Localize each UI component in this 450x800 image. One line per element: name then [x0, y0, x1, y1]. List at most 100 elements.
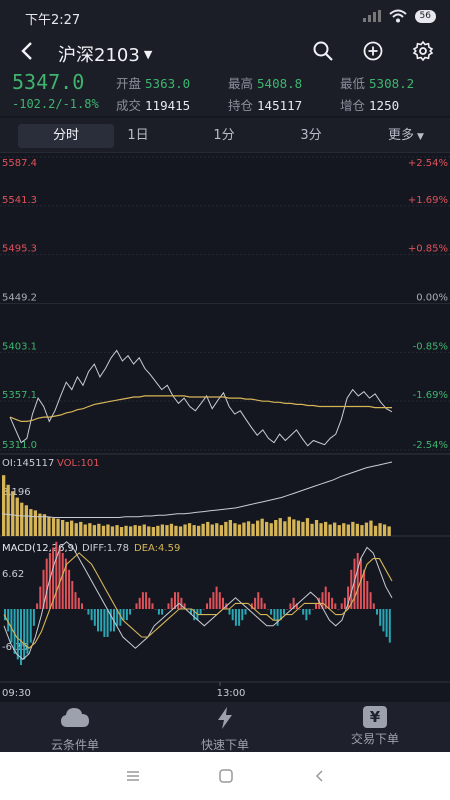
- volume-bar: [274, 520, 278, 536]
- volume-bar: [314, 520, 319, 536]
- macd-histogram-bar: [263, 603, 266, 609]
- tab-more[interactable]: 更多 ▼: [388, 128, 424, 143]
- macd-histogram-bar: [266, 609, 269, 610]
- macd-histogram-bar: [382, 609, 385, 632]
- macd-diff-label: DIFF:1.78: [82, 543, 129, 554]
- macd-histogram-bar: [74, 592, 77, 609]
- macd-histogram-bar: [87, 609, 90, 615]
- macd-histogram-bar: [366, 581, 369, 609]
- intraday-chart[interactable]: 5587.4 +2.54% 5541.3 +1.69% 5495.3 +0.85% 5449…: [0, 152, 450, 702]
- y-tick-label: 5311.0: [2, 440, 37, 451]
- volume-bar: [138, 525, 142, 536]
- macd-histogram-bar: [279, 609, 282, 621]
- tab-3min[interactable]: 3分: [300, 128, 322, 143]
- macd-histogram-bar: [379, 609, 382, 626]
- macd-histogram-bar: [52, 547, 55, 609]
- macd-histogram-bar: [141, 592, 144, 609]
- volume-bar: [201, 523, 205, 536]
- price-change: -102.2/-1.8%: [12, 97, 99, 111]
- fast-order-button[interactable]: 快速下单: [175, 706, 275, 753]
- volume-bar: [187, 523, 192, 536]
- tab-1min[interactable]: 1分: [213, 128, 235, 143]
- tab-1day[interactable]: 1日: [127, 128, 149, 143]
- macd-histogram-bar: [311, 609, 314, 610]
- volume-bar: [265, 521, 269, 536]
- macd-histogram-bar: [61, 553, 64, 609]
- quote-volume: 成交 119415: [116, 98, 191, 113]
- macd-histogram-bar: [289, 603, 292, 609]
- macd-upper-tick: 6.62: [2, 569, 24, 580]
- macd-histogram-bar: [308, 609, 311, 615]
- macd-histogram-bar: [273, 609, 276, 621]
- trade-order-button[interactable]: ¥ 交易下单: [325, 706, 425, 747]
- volume-bar: [324, 521, 328, 536]
- macd-histogram-bar: [58, 547, 61, 609]
- macd-histogram-bar: [372, 603, 375, 609]
- volume-bar: [224, 521, 228, 536]
- volume-bar: [378, 523, 382, 536]
- home-icon[interactable]: [218, 769, 234, 783]
- volume-bar: [242, 522, 246, 536]
- macd-diff-line: [3, 541, 393, 661]
- menu-icon[interactable]: [125, 769, 141, 783]
- quote-summary: 5347.0 -102.2/-1.8% 开盘 5363.0 最高 5408.8 最低…: [0, 70, 450, 116]
- macd-histogram-bar: [231, 609, 234, 621]
- macd-histogram-bar: [26, 609, 29, 654]
- macd-histogram-bar: [218, 592, 221, 609]
- volume-bar: [156, 525, 160, 536]
- macd-histogram-bar: [241, 609, 244, 621]
- macd-histogram-bar: [257, 592, 260, 609]
- price-line: [9, 349, 393, 447]
- settings-gear-icon[interactable]: [412, 40, 434, 62]
- volume-bar: [15, 497, 19, 536]
- volume-bar: [219, 525, 223, 536]
- macd-histogram-bar: [20, 609, 22, 665]
- volume-bar: [346, 524, 350, 536]
- y-tick-label: 5495.3: [2, 244, 37, 255]
- caret-down-icon: ▼: [143, 48, 153, 61]
- macd-dea-label: DEA:4.59: [134, 543, 180, 554]
- volume-bar: [351, 521, 355, 536]
- macd-histogram-bar: [228, 609, 231, 615]
- y-tick-label: 5587.4: [2, 158, 37, 169]
- system-navigation-bar: [0, 752, 450, 800]
- macd-histogram-bar: [77, 597, 80, 609]
- volume-bar: [47, 516, 51, 536]
- volume-bar: [387, 526, 391, 536]
- page-title: 沪深2103: [58, 45, 140, 66]
- macd-histogram-bar: [55, 541, 58, 609]
- macd-histogram-bar: [7, 609, 10, 632]
- cloud-order-button[interactable]: 云条件单: [25, 706, 125, 753]
- caret-down-icon: ▼: [417, 132, 424, 142]
- macd-histogram-bar: [276, 609, 279, 626]
- volume-bar: [119, 527, 124, 536]
- macd-histogram-bar: [244, 609, 247, 615]
- search-icon[interactable]: [312, 40, 334, 62]
- tab-intraday[interactable]: 分时: [18, 124, 114, 148]
- macd-histogram-bar: [305, 609, 308, 621]
- macd-histogram-bar: [353, 558, 356, 609]
- volume-bar: [133, 525, 137, 536]
- oi-label: OI:145117: [2, 458, 54, 469]
- contract-selector[interactable]: 沪深2103 ▼: [58, 41, 152, 67]
- macd-histogram-bar: [29, 609, 32, 643]
- y-tick-pct-label: 0.00%: [416, 293, 448, 304]
- add-watchlist-icon[interactable]: [362, 40, 384, 62]
- macd-histogram-bar: [170, 597, 173, 609]
- macd-histogram-bar: [363, 569, 366, 609]
- macd-histogram-bar: [254, 597, 257, 609]
- volume-bar: [296, 520, 301, 536]
- volume-bar: [305, 518, 310, 536]
- macd-histogram-bar: [135, 603, 138, 609]
- macd-histogram-bar: [174, 592, 176, 609]
- back-icon[interactable]: [312, 769, 328, 783]
- volume-bar: [2, 475, 6, 536]
- volume-bar: [292, 519, 296, 536]
- volume-bar: [382, 524, 387, 536]
- volume-bar: [328, 524, 332, 536]
- back-arrow-icon[interactable]: [18, 38, 36, 64]
- volume-bar: [283, 521, 287, 536]
- macd-histogram-bar: [334, 603, 337, 609]
- macd-histogram-bar: [286, 609, 289, 610]
- volume-bar: [228, 520, 232, 536]
